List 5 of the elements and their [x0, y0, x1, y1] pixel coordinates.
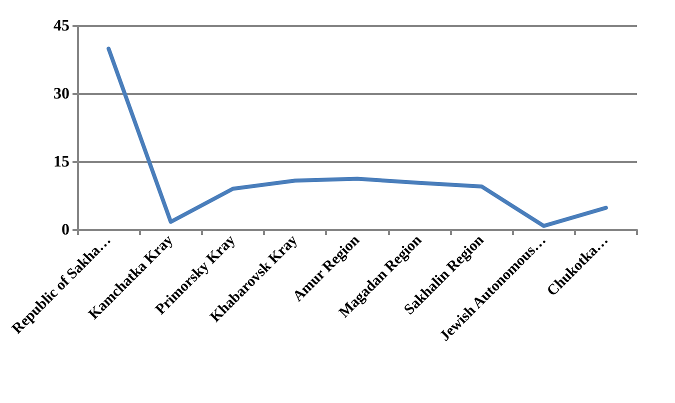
y-tick-label: 15: [54, 154, 70, 170]
y-tick-label: 45: [54, 18, 70, 34]
y-tick-label: 0: [62, 222, 70, 238]
y-tick-label: 30: [54, 86, 70, 102]
line-series: [106, 46, 608, 228]
